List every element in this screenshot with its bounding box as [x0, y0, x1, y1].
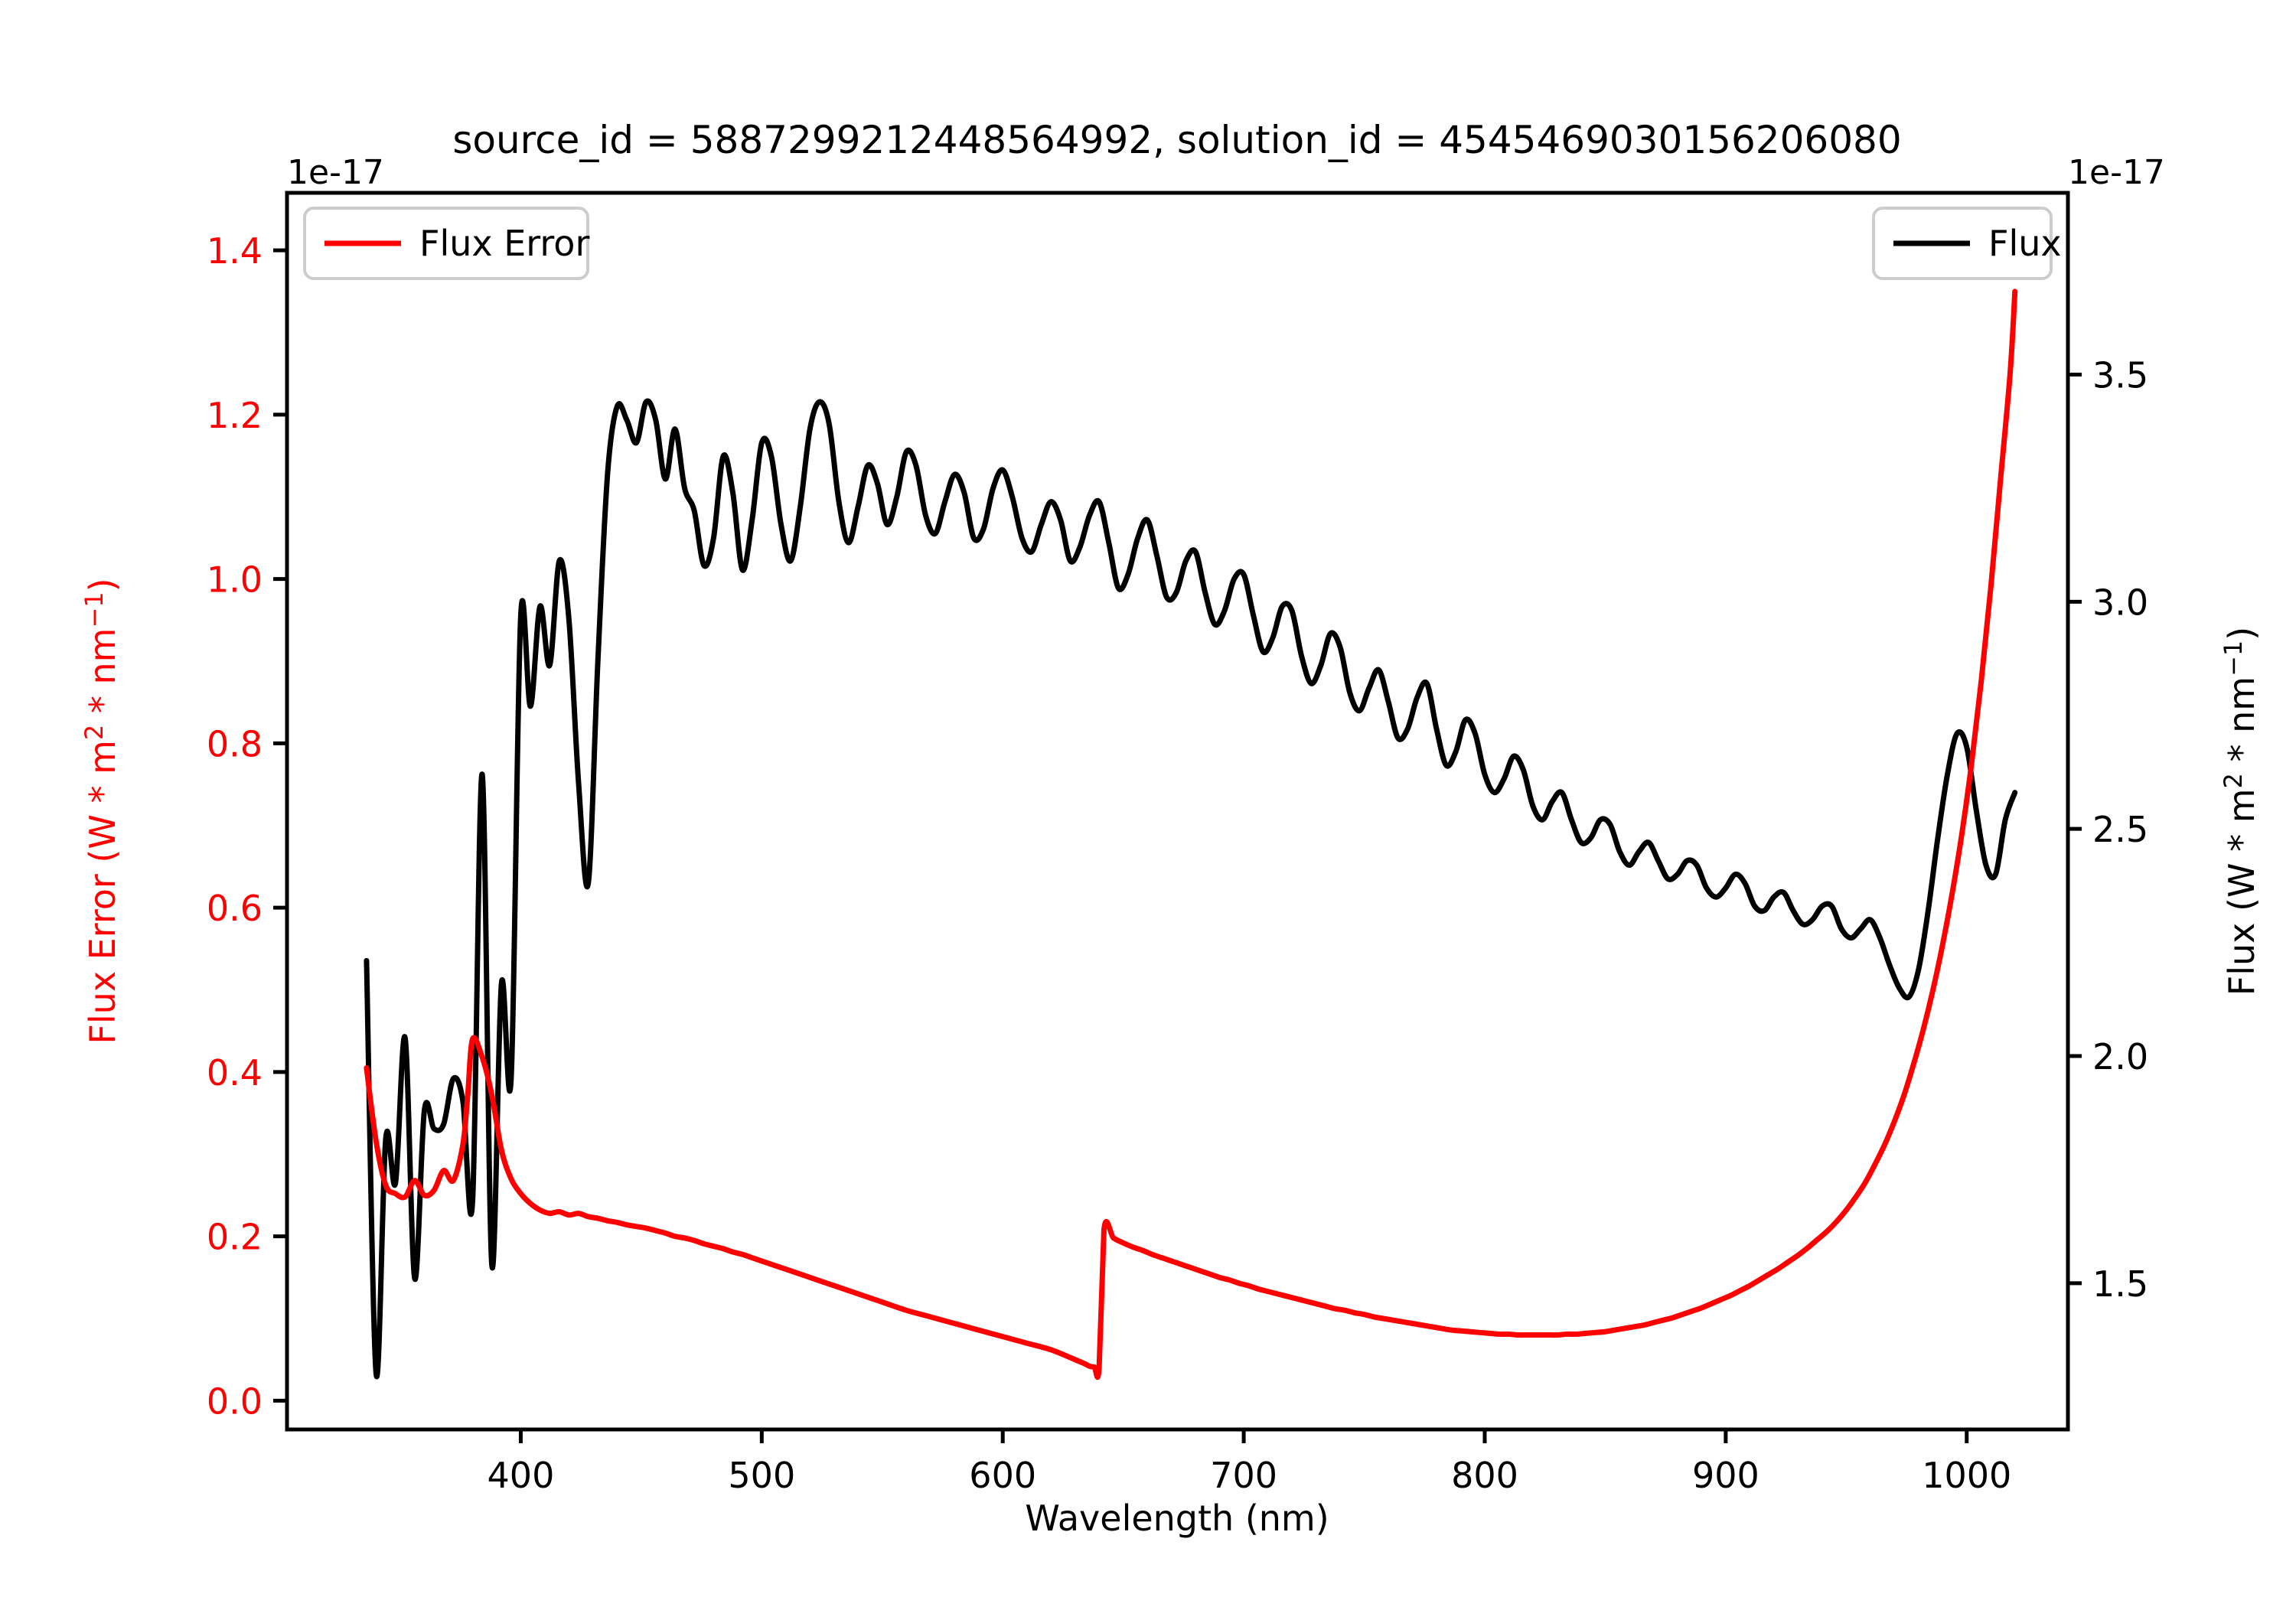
left-y-tick-label: 0.4	[207, 1052, 263, 1094]
right-y-axis-label: Flux (W * m2 * nm−1)	[2219, 627, 2262, 996]
right-y-tick-label: 2.0	[2092, 1036, 2148, 1077]
left-y-tick-label: 0.2	[207, 1217, 263, 1258]
right-axis-offset-text: 1e-17	[2068, 153, 2165, 192]
right-y-axis-ticks: 1.5 2.0 2.5 3.0 3.5	[2068, 354, 2148, 1305]
left-y-tick-label: 1.4	[207, 230, 263, 272]
left-y-tick-label: 0.6	[207, 888, 263, 929]
right-y-tick-label: 3.5	[2092, 354, 2148, 396]
legend-flux-error[interactable]: Flux Error	[303, 207, 589, 280]
left-y-axis-label: Flux Error (W * m2 * nm−1)	[80, 578, 123, 1044]
left-axis-offset-text: 1e-17	[287, 153, 384, 192]
left-y-tick-label: 1.0	[207, 559, 263, 601]
x-axis-label: Wavelength (nm)	[1025, 1498, 1329, 1539]
legend-flux-error-label: Flux Error	[419, 223, 589, 264]
left-y-axis-ticks: 0.0 0.2 0.4 0.6 0.8 1.0 1.2 1.4	[207, 230, 287, 1422]
left-y-tick-label: 1.2	[207, 395, 263, 436]
legend-flux-error-box	[303, 207, 589, 280]
left-y-tick-label: 0.0	[207, 1380, 263, 1422]
flux-error-line-series	[364, 288, 2018, 1380]
x-axis-ticks: 400 500 600 700 800 900 1000	[488, 1429, 2011, 1496]
right-y-tick-label: 3.0	[2092, 582, 2148, 623]
x-tick-label: 400	[488, 1455, 555, 1496]
flux-line-series	[364, 398, 2018, 1380]
legend-flux[interactable]: Flux	[1872, 207, 2062, 280]
x-tick-label: 900	[1692, 1455, 1760, 1496]
chart-title: source_id = 5887299212448564992, solutio…	[452, 118, 1901, 162]
x-tick-label: 700	[1210, 1455, 1277, 1496]
x-tick-label: 600	[969, 1455, 1036, 1496]
x-tick-label: 1000	[1922, 1455, 2011, 1496]
right-y-tick-label: 2.5	[2092, 809, 2148, 850]
left-y-tick-label: 0.8	[207, 723, 263, 764]
plot-frame	[285, 191, 2070, 1432]
x-tick-label: 800	[1451, 1455, 1518, 1496]
x-tick-label: 500	[728, 1455, 795, 1496]
right-y-tick-label: 1.5	[2092, 1263, 2148, 1305]
legend-flux-label: Flux	[1988, 223, 2062, 264]
